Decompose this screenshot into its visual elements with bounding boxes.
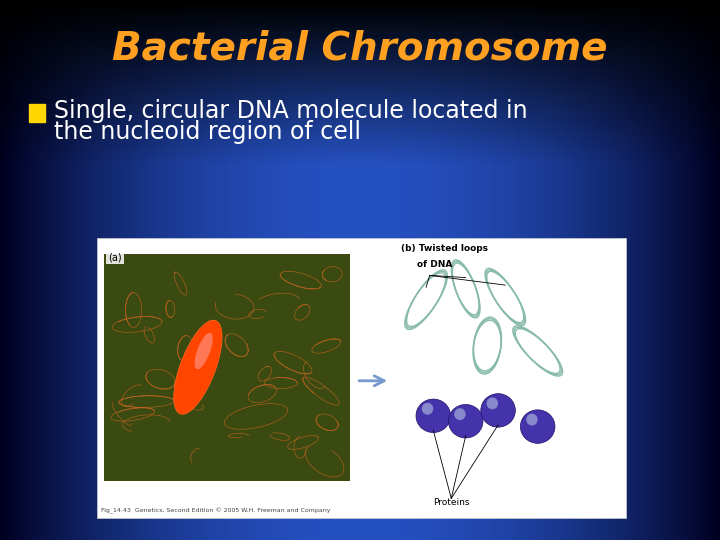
Ellipse shape	[481, 394, 516, 427]
Bar	[97, 238, 626, 518]
Ellipse shape	[449, 404, 483, 438]
Bar	[29, 104, 45, 122]
Text: Bacterial Chromosome: Bacterial Chromosome	[112, 30, 608, 68]
Text: (b) Twisted loops: (b) Twisted loops	[401, 244, 488, 253]
Bar	[104, 254, 351, 481]
Ellipse shape	[416, 399, 451, 433]
Ellipse shape	[422, 403, 433, 415]
Ellipse shape	[454, 408, 466, 420]
Ellipse shape	[174, 320, 222, 414]
Text: Fig_14.43  Genetics, Second Edition © 2005 W.H. Freeman and Company: Fig_14.43 Genetics, Second Edition © 200…	[101, 507, 330, 514]
Text: Single, circular DNA molecule located in: Single, circular DNA molecule located in	[54, 99, 528, 123]
Ellipse shape	[487, 397, 498, 409]
Text: Proteins: Proteins	[433, 498, 469, 507]
Text: the nucleoid region of cell: the nucleoid region of cell	[54, 120, 361, 144]
Ellipse shape	[526, 414, 538, 426]
Ellipse shape	[521, 410, 555, 443]
Text: of DNA: of DNA	[417, 260, 452, 269]
Ellipse shape	[194, 333, 212, 369]
Text: (a): (a)	[108, 252, 122, 262]
